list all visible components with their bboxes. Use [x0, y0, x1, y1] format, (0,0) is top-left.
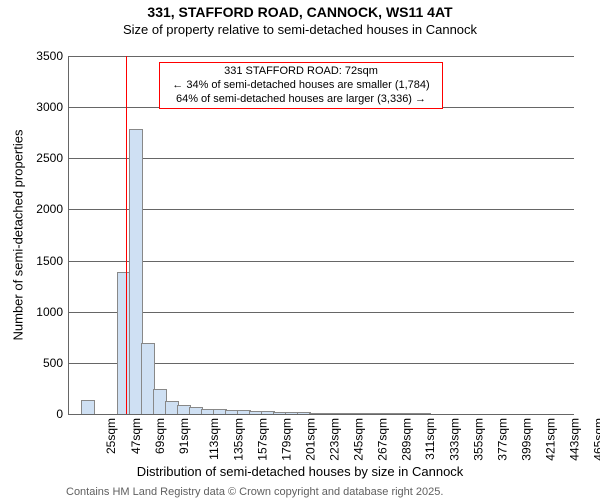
x-tick-label: 157sqm — [255, 418, 269, 461]
x-tick-label: 333sqm — [448, 418, 462, 461]
y-tick-label: 1000 — [36, 305, 69, 319]
histogram-bar — [81, 400, 95, 414]
histogram-bar — [418, 413, 432, 414]
y-tick-label: 3500 — [36, 49, 69, 63]
annotation-line1: 331 STAFFORD ROAD: 72sqm — [164, 65, 438, 79]
plot-area: 050010001500200025003000350025sqm47sqm69… — [68, 56, 574, 415]
x-tick-label: 311sqm — [423, 418, 437, 460]
y-gridline — [69, 209, 574, 210]
footer-line1: Contains HM Land Registry data © Crown c… — [66, 486, 486, 499]
x-tick-label: 179sqm — [280, 418, 294, 461]
chart-root: 331, STAFFORD ROAD, CANNOCK, WS11 4AT Si… — [0, 0, 600, 500]
annotation-line3: 64% of semi-detached houses are larger (… — [164, 93, 438, 107]
chart-subtitle: Size of property relative to semi-detach… — [0, 22, 600, 37]
x-tick-label: 25sqm — [104, 418, 118, 454]
annotation-callout: 331 STAFFORD ROAD: 72sqm ← 34% of semi-d… — [159, 62, 443, 109]
x-tick-label: 223sqm — [328, 418, 342, 461]
y-gridline — [69, 56, 574, 57]
x-tick-label: 377sqm — [496, 418, 510, 461]
x-tick-label: 245sqm — [352, 418, 366, 461]
annotation-line2: ← 34% of semi-detached houses are smalle… — [164, 79, 438, 93]
x-tick-label: 201sqm — [304, 418, 318, 461]
y-tick-label: 500 — [43, 356, 69, 370]
x-tick-label: 421sqm — [544, 418, 558, 461]
property-marker-line — [126, 56, 127, 414]
x-tick-label: 267sqm — [376, 418, 390, 461]
y-gridline — [69, 261, 574, 262]
x-tick-label: 91sqm — [177, 418, 191, 454]
x-tick-label: 289sqm — [400, 418, 414, 461]
x-tick-label: 135sqm — [231, 418, 245, 461]
x-tick-label: 443sqm — [568, 418, 582, 461]
y-axis-label: Number of semi-detached properties — [11, 130, 26, 341]
x-tick-label: 355sqm — [472, 418, 486, 461]
y-gridline — [69, 414, 574, 415]
y-gridline — [69, 312, 574, 313]
x-tick-label: 465sqm — [592, 418, 600, 461]
y-tick-label: 2000 — [36, 202, 69, 216]
y-tick-label: 3000 — [36, 100, 69, 114]
x-axis-label: Distribution of semi-detached houses by … — [0, 464, 600, 479]
y-tick-label: 1500 — [36, 254, 69, 268]
chart-title: 331, STAFFORD ROAD, CANNOCK, WS11 4AT — [0, 4, 600, 20]
footer-attribution: Contains HM Land Registry data © Crown c… — [66, 486, 486, 500]
x-tick-label: 399sqm — [520, 418, 534, 461]
y-tick-label: 2500 — [36, 151, 69, 165]
x-tick-label: 47sqm — [129, 418, 143, 454]
y-gridline — [69, 158, 574, 159]
x-tick-label: 113sqm — [206, 418, 220, 460]
y-tick-label: 0 — [56, 407, 69, 421]
x-tick-label: 69sqm — [153, 418, 167, 454]
